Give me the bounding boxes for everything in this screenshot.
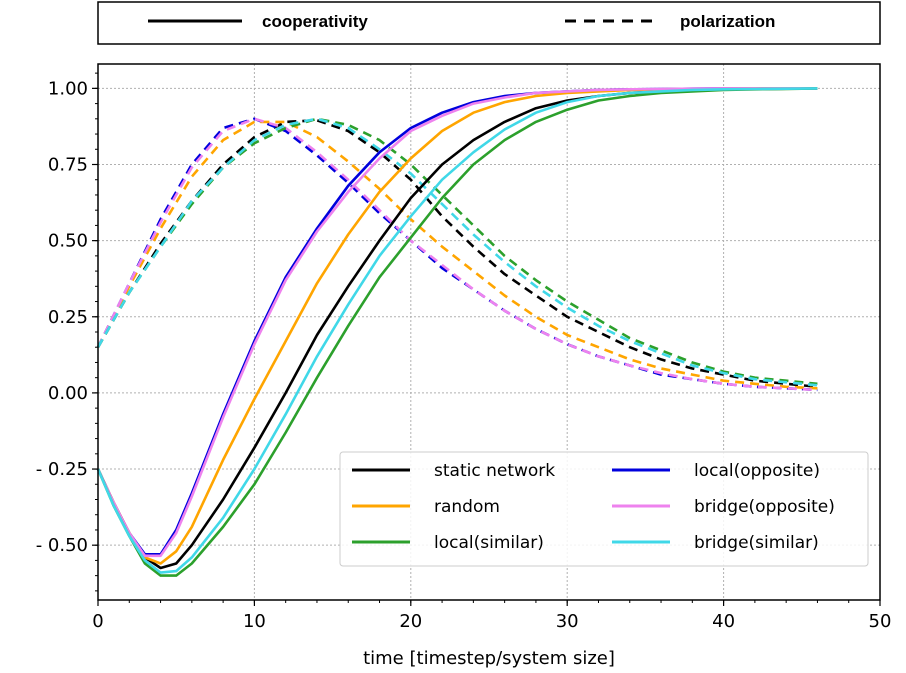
y-tick-label: 0.00 — [48, 383, 88, 404]
plot-area: 0 10 20 30 40 50 - 0.50 - 0.25 0.00 0.25 0.50 0.75… — [36, 63, 891, 669]
style-legend-polarization: polarization — [680, 12, 775, 31]
x-tick-label: 50 — [869, 611, 892, 632]
x-tick-label: 0 — [92, 611, 103, 632]
legend-label: static network — [434, 461, 555, 481]
x-axis: 0 10 20 30 40 50 — [92, 600, 891, 632]
series-cooperativity-bridge-similar — [96, 87, 818, 574]
gridlines — [98, 64, 880, 600]
style-legend: cooperativity polarization — [97, 1, 881, 45]
x-tick-label: 10 — [243, 611, 266, 632]
legend-label: bridge(opposite) — [694, 497, 835, 517]
legend-label: local(similar) — [434, 533, 544, 553]
y-axis: - 0.50 - 0.25 0.00 0.25 0.50 0.75 1.00 — [36, 72, 98, 592]
series-polarization-bridge-opposite — [96, 117, 818, 392]
style-legend-cooperativity: cooperativity — [262, 12, 368, 31]
style-legend-frame — [97, 1, 881, 45]
y-tick-label: 1.00 — [48, 78, 88, 99]
series-polarization-static-network — [96, 119, 818, 389]
series-cooperativity-bridge-opposite — [96, 87, 818, 558]
color-legend-frame — [339, 451, 869, 567]
x-tick-label: 40 — [712, 611, 735, 632]
x-tick-label: 30 — [556, 611, 579, 632]
series-polarization-bridge-similar — [96, 117, 818, 387]
y-tick-label: 0.75 — [48, 155, 88, 176]
x-axis-label: time [timestep/system size] — [363, 648, 615, 669]
y-tick-label: 0.25 — [48, 307, 88, 328]
series-layer — [96, 87, 818, 577]
y-tick-label: - 0.25 — [36, 459, 88, 480]
y-tick-label: 0.50 — [48, 231, 88, 252]
y-tick-label: - 0.50 — [36, 535, 88, 556]
color-legend: static network local(opposite) random bridg… — [339, 451, 869, 567]
legend-label: random — [434, 497, 500, 517]
legend-label: local(opposite) — [694, 461, 820, 481]
legend-label: bridge(similar) — [694, 533, 819, 553]
series-cooperativity-local-similar — [96, 87, 818, 577]
x-tick-label: 20 — [399, 611, 422, 632]
series-polarization-random — [96, 120, 818, 390]
